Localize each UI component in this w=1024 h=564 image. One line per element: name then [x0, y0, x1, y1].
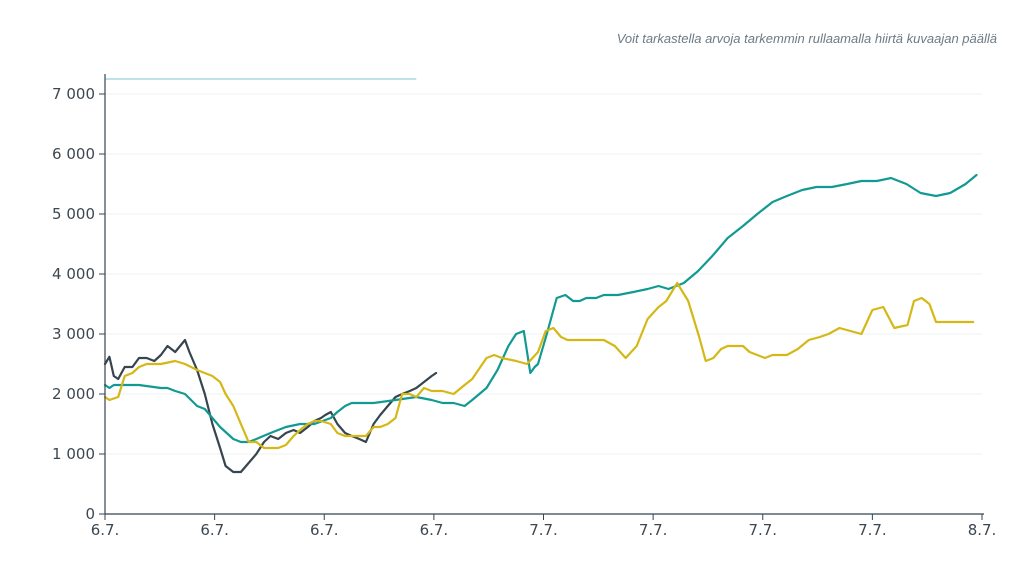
scroll-hint-text: Voit tarkastella arvoja tarkemmin rullaa… [616, 31, 997, 46]
y-tick-label: 0 [85, 505, 95, 523]
y-tick-label: 4 000 [52, 265, 95, 283]
x-tick-label: 7.7. [639, 521, 668, 539]
x-tick-label: 6.7. [91, 521, 120, 539]
y-tick-label: 2 000 [52, 385, 95, 403]
series-line-yellow[interactable] [103, 281, 975, 450]
series-line-teal[interactable] [103, 173, 978, 444]
x-tick-label: 6.7. [310, 521, 339, 539]
series-group [103, 173, 978, 474]
x-tick-label: 7.7. [529, 521, 558, 539]
x-tick-label: 6.7. [200, 521, 229, 539]
y-tick-label: 5 000 [52, 205, 95, 223]
y-tick-label: 6 000 [52, 145, 95, 163]
gridlines [105, 93, 982, 455]
axes [104, 74, 984, 515]
y-tick-label: 3 000 [52, 325, 95, 343]
x-axis-ticks: 6.7. 6.7. 6.7. 6.7. 7.7. 7.7. 7.7. 7.7. 8.7. [91, 514, 997, 539]
y-tick-label: 7 000 [52, 85, 95, 103]
y-axis-ticks: 0 1 000 2 000 3 000 4 000 5 000 6 000 7 000 [52, 85, 105, 523]
series-line-dark[interactable] [103, 338, 438, 474]
x-tick-label: 8.7. [968, 521, 997, 539]
y-tick-label: 1 000 [52, 445, 95, 463]
x-tick-label: 7.7. [858, 521, 887, 539]
x-tick-label: 6.7. [420, 521, 449, 539]
x-tick-label: 7.7. [748, 521, 777, 539]
